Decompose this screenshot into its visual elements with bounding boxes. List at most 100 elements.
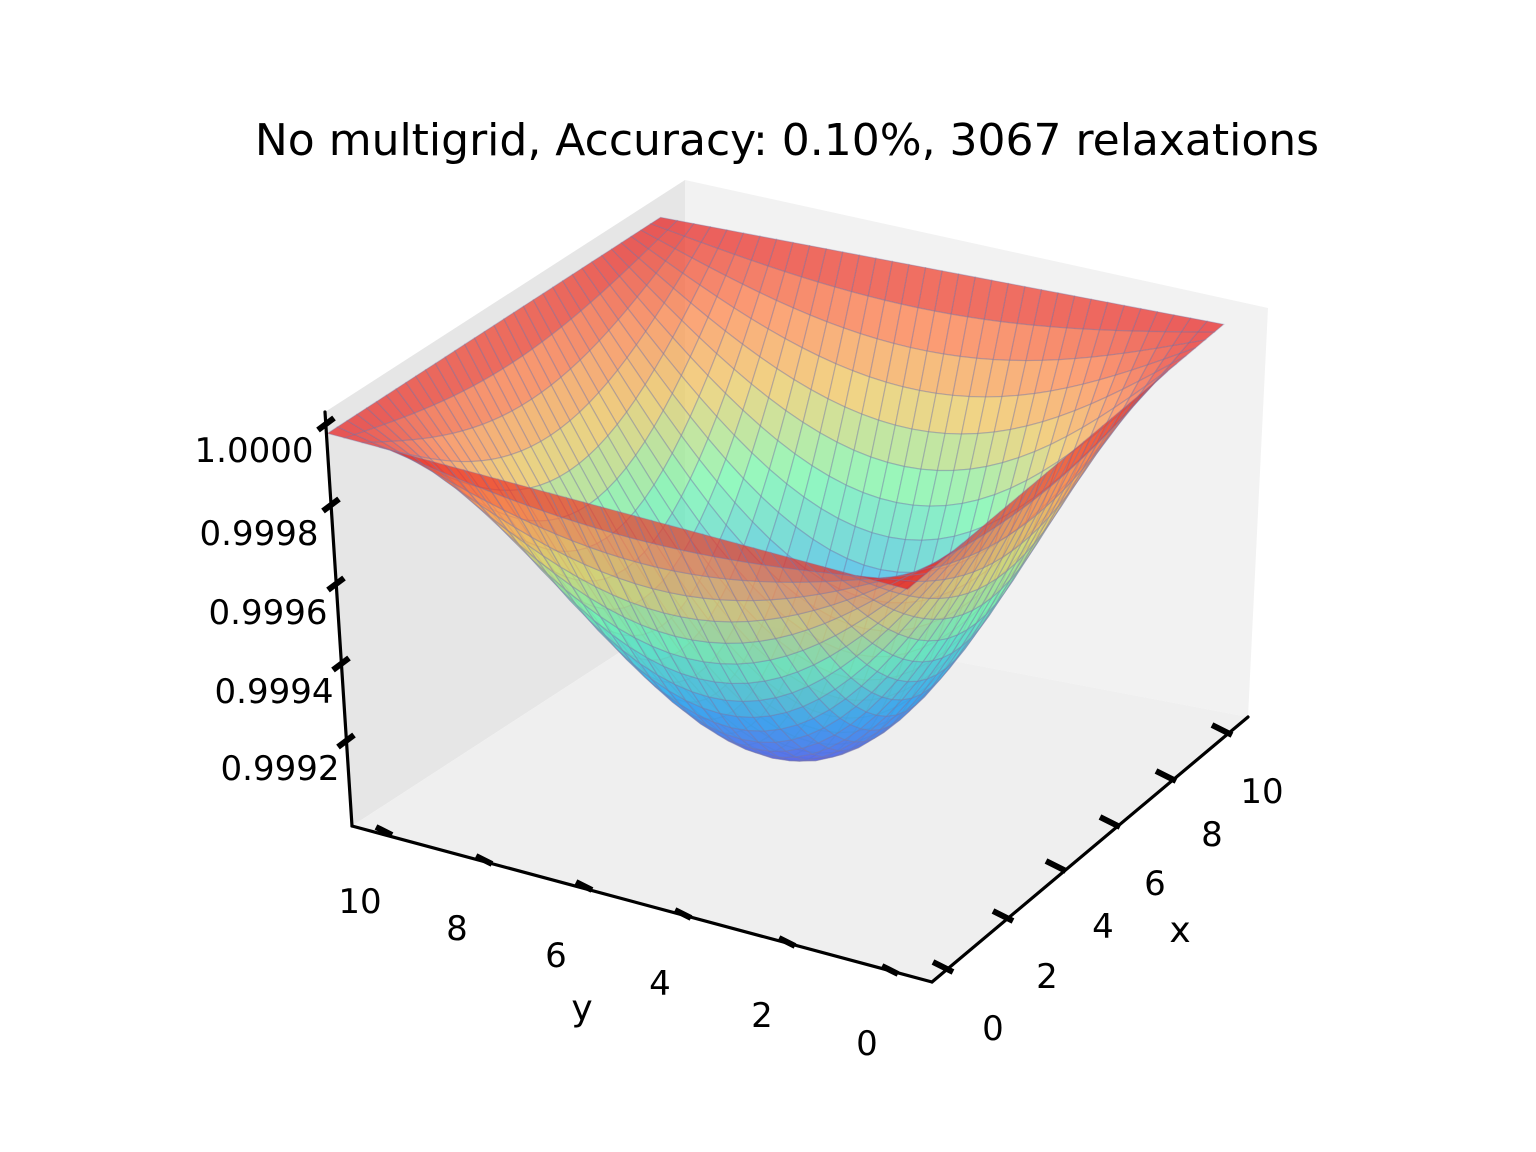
surface-facet	[578, 454, 609, 499]
chart-title: No multigrid, Accuracy: 0.10%, 3067 rela…	[255, 115, 1319, 166]
surface-facet	[1003, 487, 1029, 522]
surface-facet	[611, 593, 643, 627]
surface-facet	[1170, 347, 1197, 365]
surface-facet	[395, 451, 424, 466]
surface-facet	[1026, 485, 1052, 524]
surface-facet	[829, 599, 859, 618]
surface-facet	[942, 591, 970, 620]
y-tick-label: 8	[446, 909, 468, 949]
surface-facet	[531, 341, 562, 387]
surface-facet	[600, 248, 631, 278]
y-tick-mark	[880, 963, 900, 977]
surface-facet	[820, 475, 847, 520]
surface-facet	[671, 319, 700, 358]
axes	[323, 410, 1250, 984]
surface-facet	[593, 585, 626, 619]
surface-facet	[326, 426, 357, 439]
surface-facet	[892, 595, 921, 615]
surface-facet	[609, 275, 639, 310]
surface-facet	[977, 461, 1004, 501]
surface-facet	[1049, 409, 1076, 446]
z-tick-label: 0.9992	[221, 749, 340, 789]
surface-facet	[984, 503, 1011, 535]
surface-facet	[1114, 350, 1142, 377]
surface-facet	[966, 597, 993, 631]
x-tick-label: 8	[1201, 815, 1223, 855]
surface-facet	[423, 404, 454, 437]
surface-facet	[861, 586, 892, 601]
surface-facet	[662, 612, 694, 641]
surface-facet	[931, 633, 960, 662]
surface-facet	[512, 354, 543, 401]
surface-facet	[644, 655, 677, 686]
surface-facet	[752, 547, 784, 569]
y-tick-mark	[474, 853, 494, 867]
surface-facet	[1008, 322, 1035, 362]
z-tick-mark	[316, 415, 336, 433]
surface-facet	[918, 350, 945, 395]
surface-facet	[560, 367, 590, 414]
surface-facet	[888, 579, 919, 590]
surface-facet	[671, 374, 700, 418]
surface-facet	[1025, 390, 1052, 427]
surface-facet	[607, 423, 637, 469]
surface-facet	[1041, 435, 1068, 473]
surface-facet	[909, 307, 936, 352]
z-tick-mark	[326, 575, 346, 593]
surface-facet	[887, 613, 916, 635]
surface-facet	[886, 658, 915, 681]
surface-facet	[650, 678, 680, 705]
surface-facet	[948, 538, 977, 565]
x-tick-mark	[1154, 768, 1178, 784]
x-tick-label: 2	[1036, 957, 1058, 997]
surface-facet	[1054, 461, 1080, 500]
surface-facet	[580, 301, 610, 342]
surface-facet	[945, 637, 972, 669]
surface-facet	[768, 439, 796, 486]
surface-facet	[839, 570, 867, 578]
surface-facet	[587, 445, 618, 491]
surface-facet	[627, 296, 656, 333]
surface-facet	[521, 348, 553, 394]
x-axis-line	[930, 715, 1250, 984]
surface-facet	[881, 633, 910, 656]
surface-facet	[953, 432, 979, 472]
surface-facet	[867, 257, 894, 301]
surface-facet	[811, 431, 838, 478]
surface-facet	[689, 458, 718, 504]
surface-facet	[965, 518, 992, 546]
surface-facet	[994, 495, 1020, 529]
surface-facet	[873, 577, 903, 586]
y-tick-label: 4	[649, 964, 671, 1004]
surface-facet	[713, 555, 744, 582]
surface-facet	[834, 676, 863, 700]
surface-facet	[551, 326, 581, 370]
y-axis-line	[350, 824, 934, 984]
surface-facet	[1044, 469, 1070, 508]
x-tick-mark	[991, 908, 1015, 924]
x-tick-mark	[1044, 858, 1068, 874]
surface-facet	[977, 395, 1003, 435]
z-tick-mark	[336, 732, 356, 750]
surface-facet	[671, 495, 701, 541]
surface-facet	[893, 303, 919, 349]
z-tick-label: 1.0000	[195, 431, 314, 471]
y-tick-label: 2	[751, 996, 773, 1036]
surface-facet	[915, 656, 944, 683]
surface-facet	[657, 630, 688, 660]
surface-facet	[969, 493, 996, 533]
surface-facet	[547, 545, 580, 579]
surface-facet	[593, 619, 624, 651]
y-tick-mark	[574, 879, 594, 893]
y-tick-label: 0	[856, 1024, 878, 1064]
surface-facet	[653, 352, 683, 395]
surface-facet	[1030, 498, 1056, 536]
surface-facet	[776, 337, 803, 381]
y-ticks: 0 2 4 6 8 10	[338, 824, 900, 1064]
surface-facet	[542, 510, 574, 542]
x-tick-label: 6	[1144, 864, 1166, 904]
surface-facet	[453, 390, 484, 429]
surface-facet	[542, 555, 573, 587]
surface-facet	[1050, 448, 1076, 487]
